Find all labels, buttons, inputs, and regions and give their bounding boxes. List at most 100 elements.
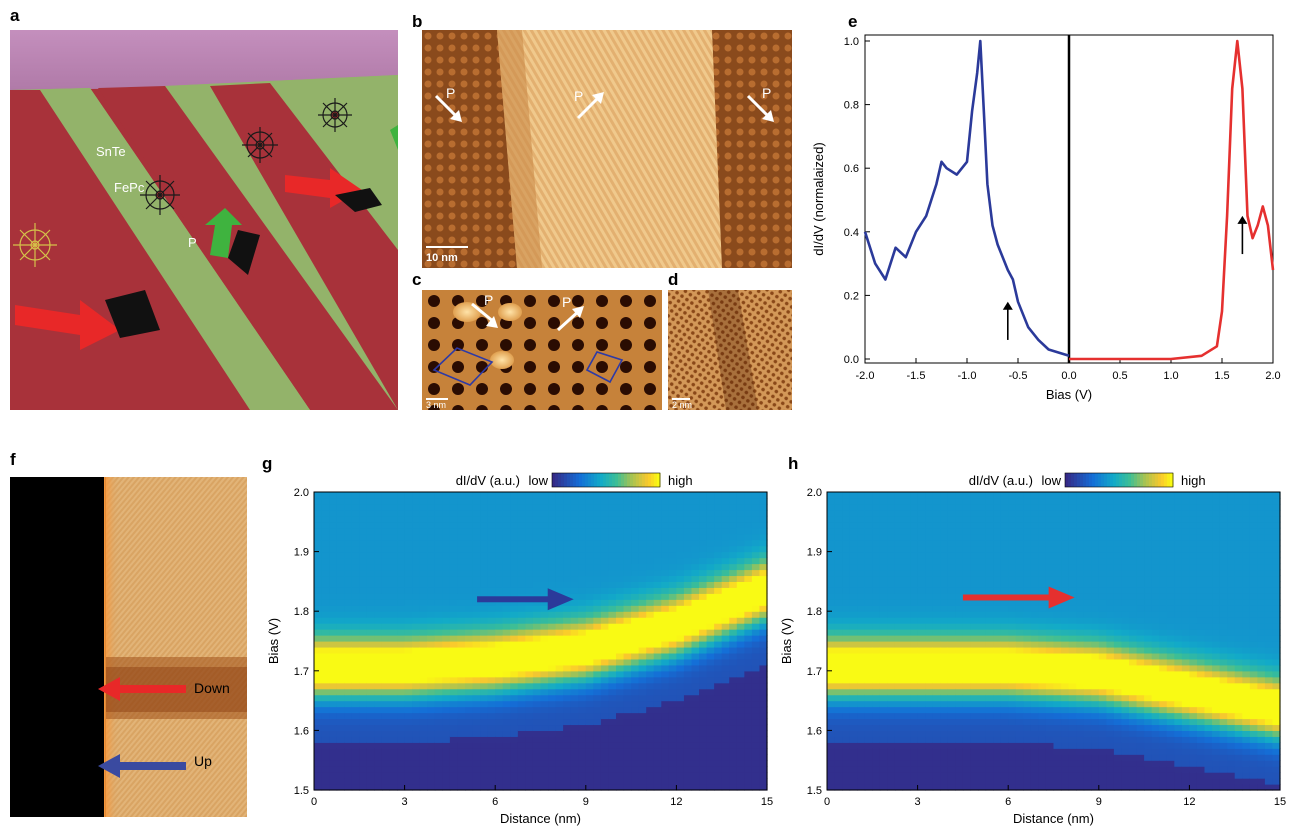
heatmap-cell [563,760,572,767]
heatmap-cell [676,545,685,553]
heatmap-cell [1015,533,1024,541]
heatmap-cell [532,581,542,588]
heatmap-cell [661,766,670,773]
heatmap-cell [359,730,368,737]
heatmap-cell [940,688,949,696]
heatmap-cell [827,700,836,708]
heatmap-cell [434,617,443,624]
heatmap-cell [1045,694,1055,702]
heatmap-cell [683,718,693,726]
heatmap-cell [661,730,670,737]
heatmap-cell [1045,509,1055,517]
heatmap-cell [585,670,594,678]
heatmap-cell [608,724,617,731]
heatmap-cell [759,551,768,559]
heatmap-cell [412,593,421,600]
heatmap-cell [759,521,768,529]
heatmap-cell [751,688,761,696]
heatmap-cell [525,611,534,618]
heatmap-cell [465,605,474,612]
heatmap-cell [548,706,557,714]
heatmap-cell [336,772,345,779]
heatmap-cell [366,754,375,761]
heatmap-cell [548,551,557,559]
heatmap-cell [661,599,670,606]
heatmap-cell [955,539,964,547]
heatmap-cell [525,700,534,708]
heatmap-cell [555,605,564,612]
heatmap-cell [714,658,723,666]
heatmap-cell [1061,760,1070,767]
heatmap-cell [668,742,677,749]
heatmap-cell [668,599,677,606]
heatmap-cell [910,646,919,654]
heatmap-cell [344,724,353,731]
heatmap-cell [563,569,572,577]
heatmap-cell [1053,646,1062,654]
heatmap-cell [925,748,934,755]
heatmap-cell [683,748,693,755]
heatmap-cell [366,515,375,523]
heatmap-cell [887,748,896,755]
heatmap-cell [1030,527,1039,535]
heatmap-cell [1091,688,1100,696]
heatmap-cell [925,736,934,743]
heatmap-cell [457,521,466,529]
heatmap-cell [925,646,934,654]
heatmap-cell [691,563,700,571]
heatmap-cell [374,581,383,588]
heatmap-cell [638,712,647,720]
heatmap-cell [472,712,481,720]
heatmap-cell [404,652,413,660]
heatmap-cell [699,551,708,559]
colorbar-segment [648,473,652,487]
heatmap-cell [608,551,617,559]
heatmap-cell [1053,766,1062,773]
heatmap-cell [676,521,685,529]
heatmap-cell [1023,587,1032,594]
heatmap-cell [751,557,761,565]
heatmap-cell [389,700,398,708]
heatmap-cell [827,688,836,696]
heatmap-cell [1068,718,1077,726]
heatmap-cell [1053,706,1062,714]
heatmap-cell [314,521,323,529]
heatmap-cell [849,682,858,690]
heatmap-cell [434,778,443,785]
heatmap-cell [608,575,617,582]
heatmap-cell [993,527,1002,535]
heatmap-cell [849,515,858,523]
heatmap-cell [336,533,345,541]
heatmap-cell [985,527,994,535]
heatmap-cell [962,509,972,517]
heatmap-cell [751,509,761,517]
heatmap-cell [404,533,413,541]
blue-spectrum-line [863,39,1070,358]
heatmap-cell [1053,682,1062,690]
heatmap-cell [457,772,466,779]
heatmap-cell [699,754,708,761]
heatmap-cell [631,658,640,666]
colorbar-frame [551,472,661,488]
heatmap-cell [879,563,888,571]
heatmap-cell [1068,652,1077,660]
heatmap-cell [993,742,1002,749]
heatmap-cell [366,646,375,654]
heatmap-cell [699,635,708,642]
heatmap-cell [374,503,383,511]
heatmap-cell [381,515,391,523]
heatmap-cell [472,545,481,553]
heatmap-cell [1000,539,1009,547]
heatmap-cell [548,676,557,684]
heatmap-cell [962,557,972,565]
heatmap-cell [480,700,489,708]
heatmap-cell [940,575,949,582]
heatmap-cell [970,658,979,666]
heatmap-cell [593,593,602,600]
heatmap-cell [1023,724,1032,731]
heatmap-cell [872,545,881,553]
heatmap-cell [721,706,730,714]
heatmap-cell [721,682,730,690]
heatmap-cell [857,664,866,672]
heatmap-cell [616,611,625,618]
